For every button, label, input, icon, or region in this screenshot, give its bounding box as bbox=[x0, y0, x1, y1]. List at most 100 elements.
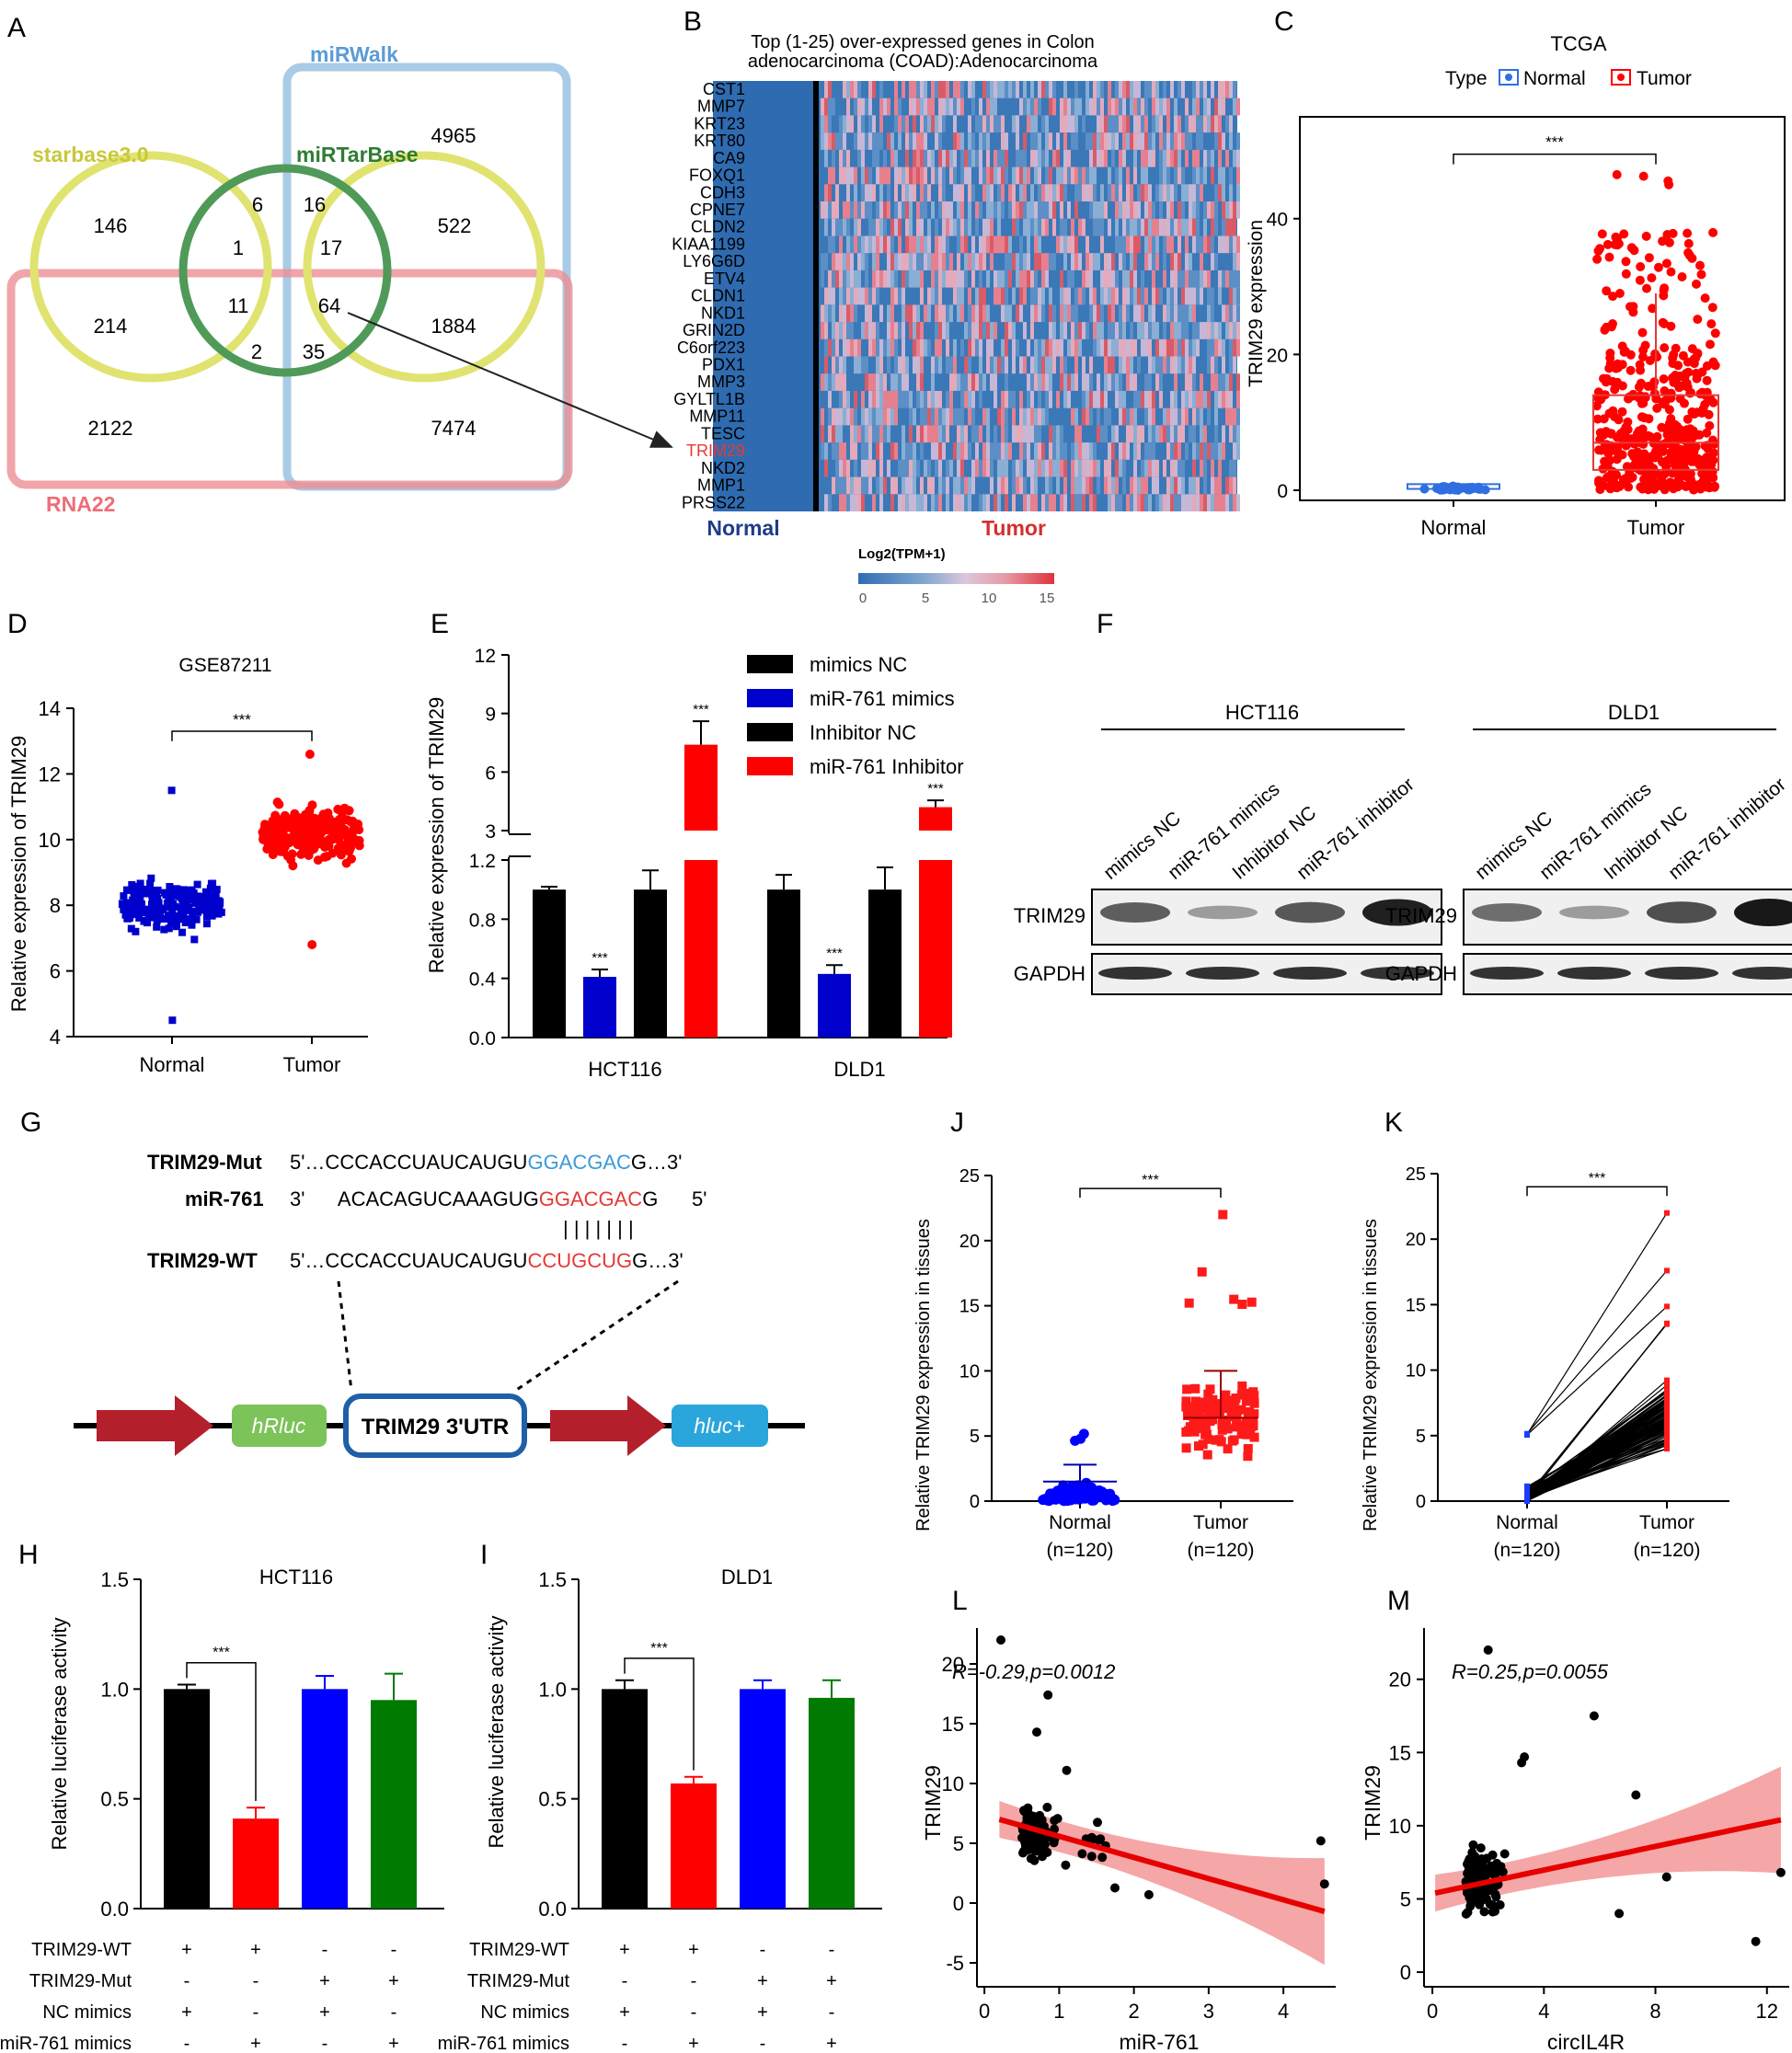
heatmap-cell bbox=[890, 476, 894, 495]
heatmap-cell bbox=[879, 304, 883, 323]
heatmap-cell bbox=[857, 338, 861, 357]
heatmap-cell bbox=[1086, 253, 1089, 270]
data-point-normal bbox=[178, 894, 186, 902]
heatmap-cell bbox=[902, 391, 905, 408]
heatmap-cell bbox=[994, 494, 997, 511]
data-point bbox=[1093, 1818, 1102, 1828]
heatmap-gene-label: MMP1 bbox=[697, 476, 745, 495]
heatmap-cell bbox=[1119, 81, 1122, 98]
heatmap-cell bbox=[1126, 425, 1130, 443]
heatmap-cell bbox=[1126, 287, 1130, 305]
heatmap-cell bbox=[879, 407, 883, 426]
heatmap-cell bbox=[1038, 201, 1041, 219]
heatmap-cell bbox=[927, 304, 931, 323]
venn-label-starbase: starbase3.0 bbox=[32, 143, 149, 166]
heatmap-cell bbox=[824, 115, 828, 133]
heatmap-cell bbox=[935, 253, 938, 270]
heatmap-cell bbox=[1170, 201, 1174, 219]
heatmap-cell bbox=[1034, 494, 1038, 511]
heatmap-cell bbox=[1086, 270, 1089, 288]
heatmap-cell bbox=[909, 442, 913, 460]
data-point-tumor bbox=[1242, 1429, 1252, 1439]
heatmap-cell bbox=[1041, 373, 1045, 391]
data-point-tumor bbox=[1231, 1405, 1241, 1416]
heatmap-cell bbox=[924, 97, 927, 116]
heatmap-cell bbox=[876, 356, 879, 374]
heatmap-cell bbox=[1041, 442, 1045, 460]
heatmap-cell bbox=[854, 201, 857, 219]
heatmap-cell bbox=[1056, 132, 1060, 150]
paired-line bbox=[1526, 1324, 1668, 1497]
heatmap-cell bbox=[876, 425, 879, 443]
data-point-tumor bbox=[325, 825, 335, 835]
data-point-tumor bbox=[1633, 447, 1642, 457]
heatmap-cell bbox=[1170, 391, 1174, 408]
heatmap-cell bbox=[835, 425, 839, 443]
heatmap-cell bbox=[1115, 287, 1119, 305]
heatmap-cell bbox=[1181, 476, 1185, 495]
heatmap-cell bbox=[1159, 115, 1163, 133]
heatmap-cell bbox=[986, 201, 990, 219]
colorbar-tick: 10 bbox=[982, 591, 997, 606]
heatmap-cell bbox=[846, 407, 850, 426]
heatmap-cell bbox=[1155, 338, 1159, 357]
heatmap-cell bbox=[942, 442, 946, 460]
heatmap-cell bbox=[1097, 149, 1100, 167]
heatmap-cell bbox=[1126, 270, 1130, 288]
data-point-tumor bbox=[1652, 403, 1662, 413]
heatmap-cell bbox=[927, 407, 931, 426]
heatmap-cell bbox=[905, 476, 909, 495]
heatmap-cell bbox=[1034, 407, 1038, 426]
heatmap-cell bbox=[1119, 459, 1122, 477]
heatmap-cell bbox=[927, 97, 931, 116]
heatmap-cell bbox=[1052, 201, 1056, 219]
heatmap-cell bbox=[1008, 201, 1012, 219]
corr-l-ylabel: TRIM29 bbox=[921, 1765, 945, 1841]
heatmap-cell bbox=[1074, 476, 1078, 495]
heatmap-cell bbox=[1119, 253, 1122, 270]
heatmap-cell bbox=[1104, 270, 1108, 288]
heatmap-cell bbox=[990, 322, 994, 339]
heatmap-cell bbox=[839, 407, 843, 426]
heatmap-cell bbox=[1100, 149, 1104, 167]
heatmap-cell bbox=[1192, 304, 1196, 323]
heatmap-cell bbox=[971, 459, 975, 477]
heatmap-cell bbox=[1063, 494, 1067, 511]
heatmap-cell bbox=[861, 476, 865, 495]
heatmap-cell bbox=[1108, 442, 1111, 460]
heatmap-cell bbox=[1133, 201, 1137, 219]
heatmap-cell bbox=[868, 304, 872, 323]
heatmap-cell bbox=[1038, 391, 1041, 408]
bar bbox=[233, 1818, 279, 1909]
heatmap-cell bbox=[1163, 304, 1166, 323]
heatmap-cell bbox=[1089, 476, 1093, 495]
heatmap-cell bbox=[1155, 287, 1159, 305]
heatmap-cell bbox=[1027, 270, 1030, 288]
heatmap-cell bbox=[861, 442, 865, 460]
heatmap-cell bbox=[887, 97, 890, 116]
heatmap-cell bbox=[1189, 494, 1192, 511]
heatmap-cell bbox=[1211, 476, 1214, 495]
heatmap-cell bbox=[1192, 235, 1196, 254]
heatmap-cell bbox=[1049, 132, 1052, 150]
data-point-tumor bbox=[1682, 378, 1692, 388]
heatmap-cell bbox=[1159, 356, 1163, 374]
heatmap-cell bbox=[968, 149, 971, 167]
heatmap-cell bbox=[850, 115, 854, 133]
heatmap-cell bbox=[920, 132, 924, 150]
heatmap-cell bbox=[924, 304, 927, 323]
heatmap-cell bbox=[865, 373, 868, 391]
heatmap-cell bbox=[887, 338, 890, 357]
heatmap-cell bbox=[902, 81, 905, 98]
heatmap-cell bbox=[1174, 338, 1177, 357]
data-point-tumor bbox=[1242, 1416, 1251, 1427]
heatmap-cell bbox=[964, 442, 968, 460]
heatmap-gene-label: CDH3 bbox=[700, 183, 745, 201]
utr-box bbox=[343, 1394, 527, 1458]
heatmap-cell bbox=[843, 442, 846, 460]
heatmap-cell bbox=[997, 270, 1001, 288]
heatmap-cell bbox=[1019, 184, 1023, 201]
heatmap-cell bbox=[865, 235, 868, 254]
heatmap-cell bbox=[1027, 442, 1030, 460]
data-point bbox=[1042, 1802, 1052, 1812]
